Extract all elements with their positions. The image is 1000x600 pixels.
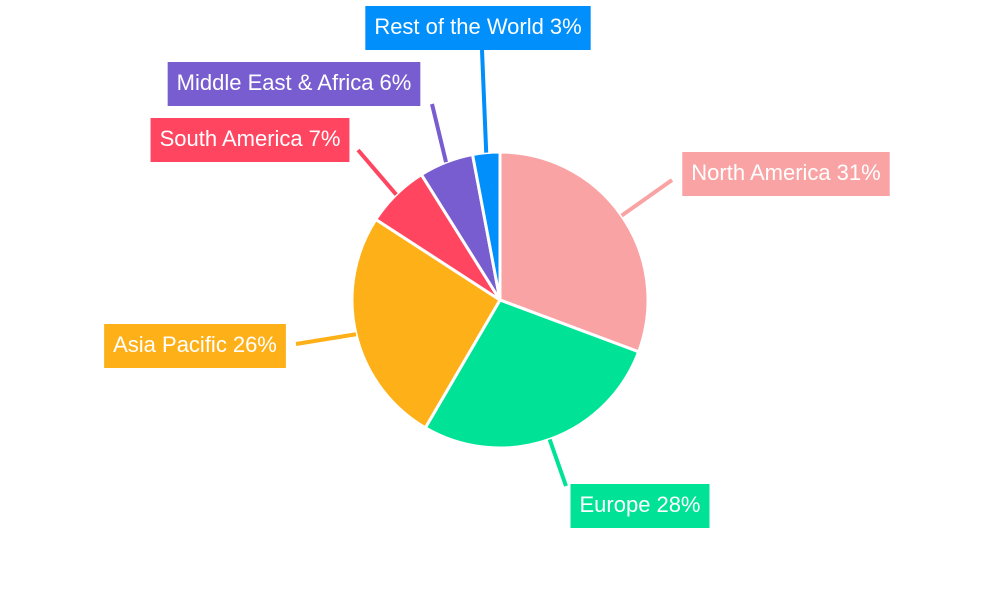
label-text: Rest of the World 3%	[374, 14, 581, 39]
slices	[350, 150, 650, 450]
label-box	[365, 6, 591, 50]
label-text: North America 31%	[691, 160, 880, 185]
label-text: Europe 28%	[580, 492, 701, 517]
label-text: Asia Pacific 26%	[113, 332, 277, 357]
leader-line	[480, 49, 489, 153]
leader-line	[620, 178, 674, 218]
leader-line	[295, 332, 357, 346]
label: Europe 28%	[570, 484, 710, 528]
slice	[470, 150, 502, 301]
category-name: Middle East & Africa	[177, 70, 375, 95]
leader-line	[356, 148, 398, 196]
label-box	[104, 324, 286, 368]
label-box	[682, 152, 890, 196]
label-text: South America 7%	[160, 126, 341, 151]
category-name: North America	[691, 160, 831, 185]
category-name: Asia Pacific	[113, 332, 227, 357]
value-label: 3%	[550, 14, 582, 39]
label: South America 7%	[150, 118, 350, 162]
label: Asia Pacific 26%	[104, 324, 286, 368]
slice	[350, 217, 503, 430]
value-label: 28%	[656, 492, 700, 517]
category-name: South America	[160, 126, 304, 151]
label-box	[150, 118, 350, 162]
value-label: 6%	[380, 70, 412, 95]
value-label: 31%	[837, 160, 881, 185]
labels: North America 31% Europe 28% Asia Pacific 26%…	[104, 6, 890, 528]
slice	[498, 150, 650, 354]
leader-line	[430, 103, 448, 163]
label: Middle East & Africa 6%	[167, 62, 421, 106]
value-label: 7%	[309, 126, 341, 151]
label: Rest of the World 3%	[365, 6, 591, 50]
label-box	[167, 62, 421, 106]
value-label: 26%	[233, 332, 277, 357]
category-name: Rest of the World	[374, 14, 544, 39]
label-text: Middle East & Africa 6%	[177, 70, 412, 95]
label: North America 31%	[682, 152, 890, 196]
category-name: Europe	[580, 492, 651, 517]
leader-line	[547, 438, 568, 487]
label-box	[570, 484, 710, 528]
